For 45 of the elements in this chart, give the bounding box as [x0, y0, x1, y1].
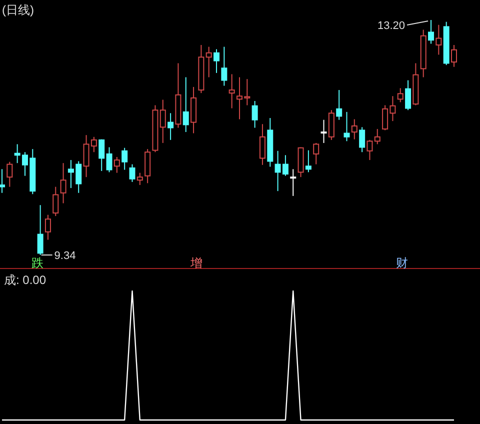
candlestick — [136, 172, 143, 186]
candlestick — [221, 46, 228, 86]
candlestick — [320, 119, 327, 144]
candlestick — [52, 186, 59, 217]
candlestick — [328, 110, 334, 140]
candlestick — [397, 88, 404, 103]
text: 财 — [396, 256, 408, 270]
candlestick — [114, 156, 120, 174]
candlestick — [160, 99, 166, 144]
text: 跌 — [31, 256, 44, 270]
candlestick — [228, 74, 235, 109]
candlestick — [214, 48, 220, 74]
annotation: 9.34 — [54, 250, 76, 262]
candlestick — [428, 20, 434, 44]
candlestick — [0, 168, 5, 194]
candlestick — [359, 126, 366, 153]
text: 增 — [189, 256, 202, 270]
candlestick — [351, 118, 358, 140]
candlestick — [290, 168, 296, 196]
candlestick — [252, 100, 258, 128]
candlestick — [305, 150, 312, 173]
candlestick — [98, 138, 105, 172]
candlestick — [451, 44, 457, 68]
candlestick — [37, 204, 44, 256]
chart-title: 成: 0.00 — [4, 273, 46, 287]
candlestick — [60, 162, 66, 204]
candlestick — [122, 147, 128, 170]
candlestick — [206, 46, 212, 78]
candlestick — [106, 146, 112, 173]
candlestick — [436, 24, 442, 56]
candlestick — [168, 112, 174, 140]
candlestick — [336, 90, 342, 120]
candlestick — [6, 161, 13, 188]
candlestick — [405, 80, 412, 111]
annotation: 13.20 — [377, 20, 406, 32]
candlestick — [182, 76, 189, 133]
candlestick — [259, 124, 266, 166]
candlestick — [129, 164, 136, 182]
candlestick — [366, 139, 373, 161]
candlestick — [344, 111, 350, 142]
chart-title: (日线) — [2, 3, 34, 17]
candlestick — [374, 128, 380, 145]
candlestick — [144, 148, 151, 184]
candlestick — [44, 214, 51, 240]
candlestick — [313, 142, 320, 165]
